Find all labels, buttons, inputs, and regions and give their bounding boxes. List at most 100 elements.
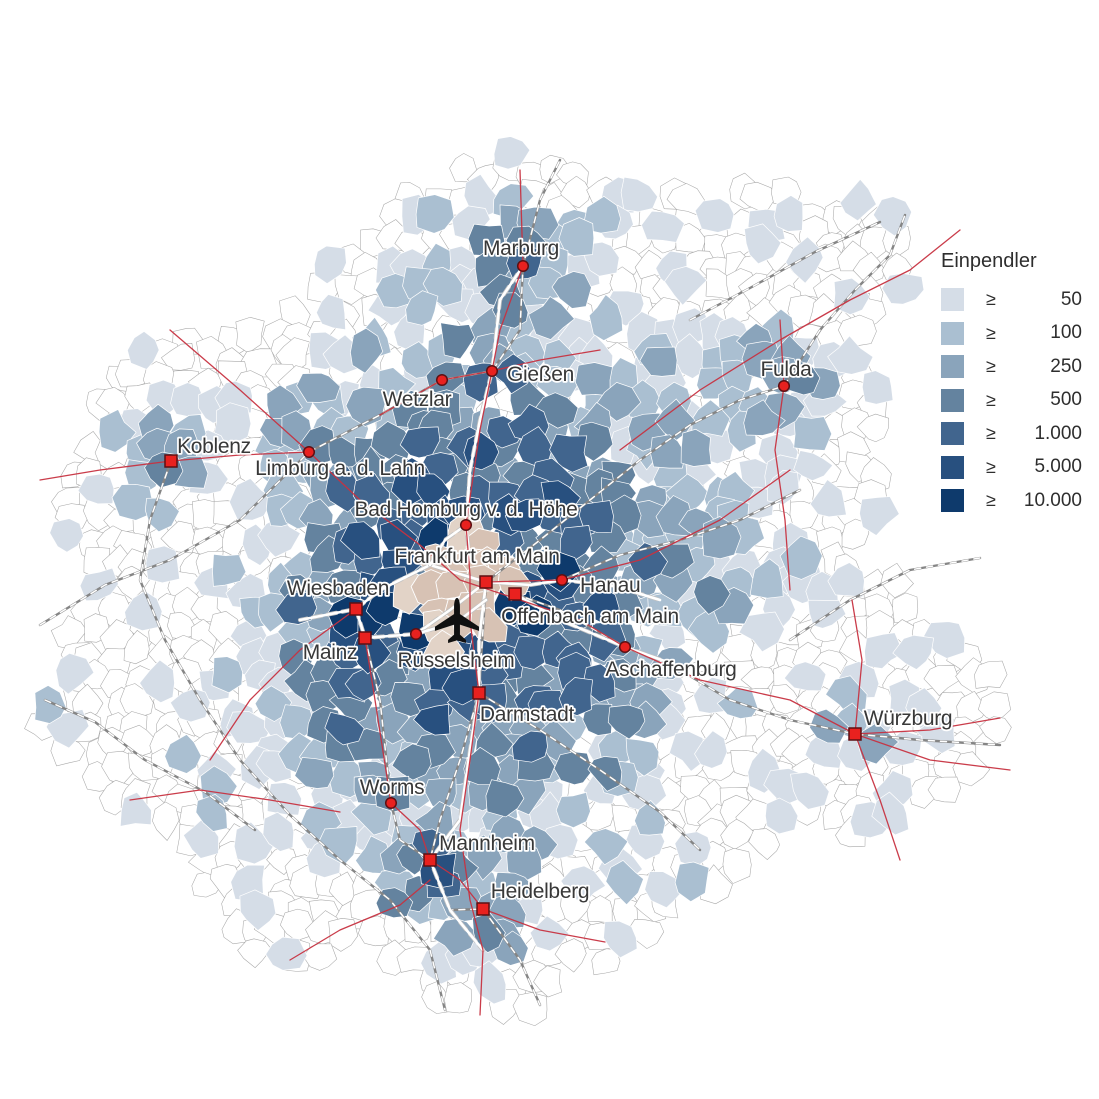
city-label-hanau: Hanau	[580, 574, 640, 597]
municipality-cell	[405, 290, 439, 326]
municipality-cell	[316, 293, 346, 331]
legend-value: 250	[1050, 355, 1082, 377]
city-marker-frankfurt-am-main	[479, 575, 493, 589]
legend-operator: ≥	[986, 322, 996, 343]
city-marker-würzburg	[848, 727, 862, 741]
municipality-cell	[559, 525, 593, 560]
legend-swatch	[941, 288, 964, 311]
railway-line	[478, 692, 701, 851]
municipality-cell	[77, 473, 115, 505]
municipality-cell	[512, 992, 548, 1027]
municipality-cell	[504, 498, 545, 533]
municipality-cell	[639, 346, 678, 377]
city-marker-wiesbaden	[349, 602, 363, 616]
legend-value: 1.000	[1034, 422, 1082, 444]
municipality-cell	[783, 661, 827, 692]
legend-row: ≥100	[941, 321, 1082, 345]
municipality-cell	[357, 915, 389, 947]
municipality-cell	[340, 521, 381, 560]
municipality-cell	[375, 775, 411, 813]
legend-row: ≥50	[941, 288, 1082, 311]
municipality-cell	[743, 399, 786, 436]
municipality-cell	[856, 413, 889, 442]
municipality-cell	[145, 545, 180, 584]
municipality-cell	[674, 831, 712, 868]
city-marker-mannheim	[423, 853, 437, 867]
city-label-limburg-a-d-lahn: Limburg a. d. Lahn	[255, 457, 425, 480]
municipality-cell	[485, 779, 525, 818]
municipality-cell	[444, 982, 472, 1014]
city-label-mannheim: Mannheim	[439, 832, 535, 855]
city-label-heidelberg: Heidelberg	[491, 880, 590, 903]
municipality-cell	[322, 334, 358, 375]
railway-line	[789, 557, 981, 641]
highway-line	[513, 592, 692, 672]
city-marker-fulda	[777, 379, 791, 393]
municipality-cell	[793, 415, 833, 451]
municipality-cell	[424, 778, 457, 814]
legend-operator: ≥	[986, 389, 996, 410]
legend-operator: ≥	[986, 490, 996, 510]
city-marker-koblenz	[164, 454, 178, 468]
road-line	[169, 329, 1011, 771]
city-label-aschaffenburg: Aschaffenburg	[605, 658, 736, 681]
municipality-cell	[560, 865, 607, 906]
city-marker-marburg	[516, 259, 530, 273]
railway-line	[429, 581, 541, 1006]
municipality-cell	[164, 733, 202, 774]
road-line	[289, 879, 431, 961]
municipality-cell	[49, 518, 84, 553]
municipality-cell	[668, 730, 706, 772]
municipality-cell	[233, 821, 277, 865]
municipality-cell	[720, 818, 755, 850]
municipality-cell	[529, 915, 570, 952]
legend-swatch	[941, 321, 964, 345]
municipality-cell	[279, 908, 315, 942]
municipality-cell	[294, 757, 335, 789]
municipality-cell	[744, 223, 782, 265]
city-label-offenbach-am-main: Offenbach am Main	[501, 605, 679, 628]
municipality-cell	[582, 703, 613, 736]
legend-swatch	[941, 388, 964, 412]
road-line	[129, 789, 341, 813]
airplane-icon	[434, 597, 480, 643]
city-marker-offenbach-am-main	[508, 587, 522, 601]
municipality-cell	[790, 771, 830, 810]
municipality-cell	[235, 317, 265, 354]
city-label-gießen: Gießen	[507, 363, 574, 386]
municipality-cell	[554, 938, 587, 973]
roads-layer	[39, 169, 1011, 1016]
railway-line	[39, 159, 561, 626]
city-marker-aschaffenburg	[618, 640, 632, 654]
municipality-cell	[927, 776, 961, 803]
municipality-cell	[605, 859, 644, 906]
municipality-cell	[839, 178, 877, 222]
municipality-cell	[809, 708, 849, 744]
municipality-cell	[513, 635, 552, 670]
municipality-cell	[401, 341, 440, 379]
road-line	[851, 599, 863, 735]
municipality-cell	[558, 217, 595, 257]
municipality-cell	[916, 713, 956, 755]
municipality-cell	[923, 621, 966, 659]
city-label-wiesbaden: Wiesbaden	[287, 577, 389, 600]
municipality-cell	[773, 194, 804, 232]
city-marker-rüsselsheim	[409, 627, 423, 641]
legend: Einpendler ≥50 ≥100 ≥250 ≥500 ≥1.000 ≥5.000 ≥1…	[941, 250, 1082, 523]
city-marker-wetzlar	[435, 373, 449, 387]
municipality-cell	[694, 198, 735, 233]
city-markers-layer	[164, 259, 862, 916]
road-line	[854, 717, 1001, 735]
municipality-cell	[880, 562, 914, 599]
municipality-cell	[511, 730, 548, 763]
municipality-cell	[793, 450, 834, 482]
city-label-bad-homburg-v-d-höhe: Bad Homburg v. d. Höhe	[355, 498, 578, 521]
legend-value: 50	[1060, 288, 1082, 310]
municipality-cell	[275, 337, 310, 373]
municipality-cell	[127, 330, 160, 370]
municipality-cell	[124, 590, 163, 632]
municipality-cell	[749, 558, 784, 599]
highways-layer	[297, 263, 693, 953]
municipality-cell	[693, 575, 731, 615]
